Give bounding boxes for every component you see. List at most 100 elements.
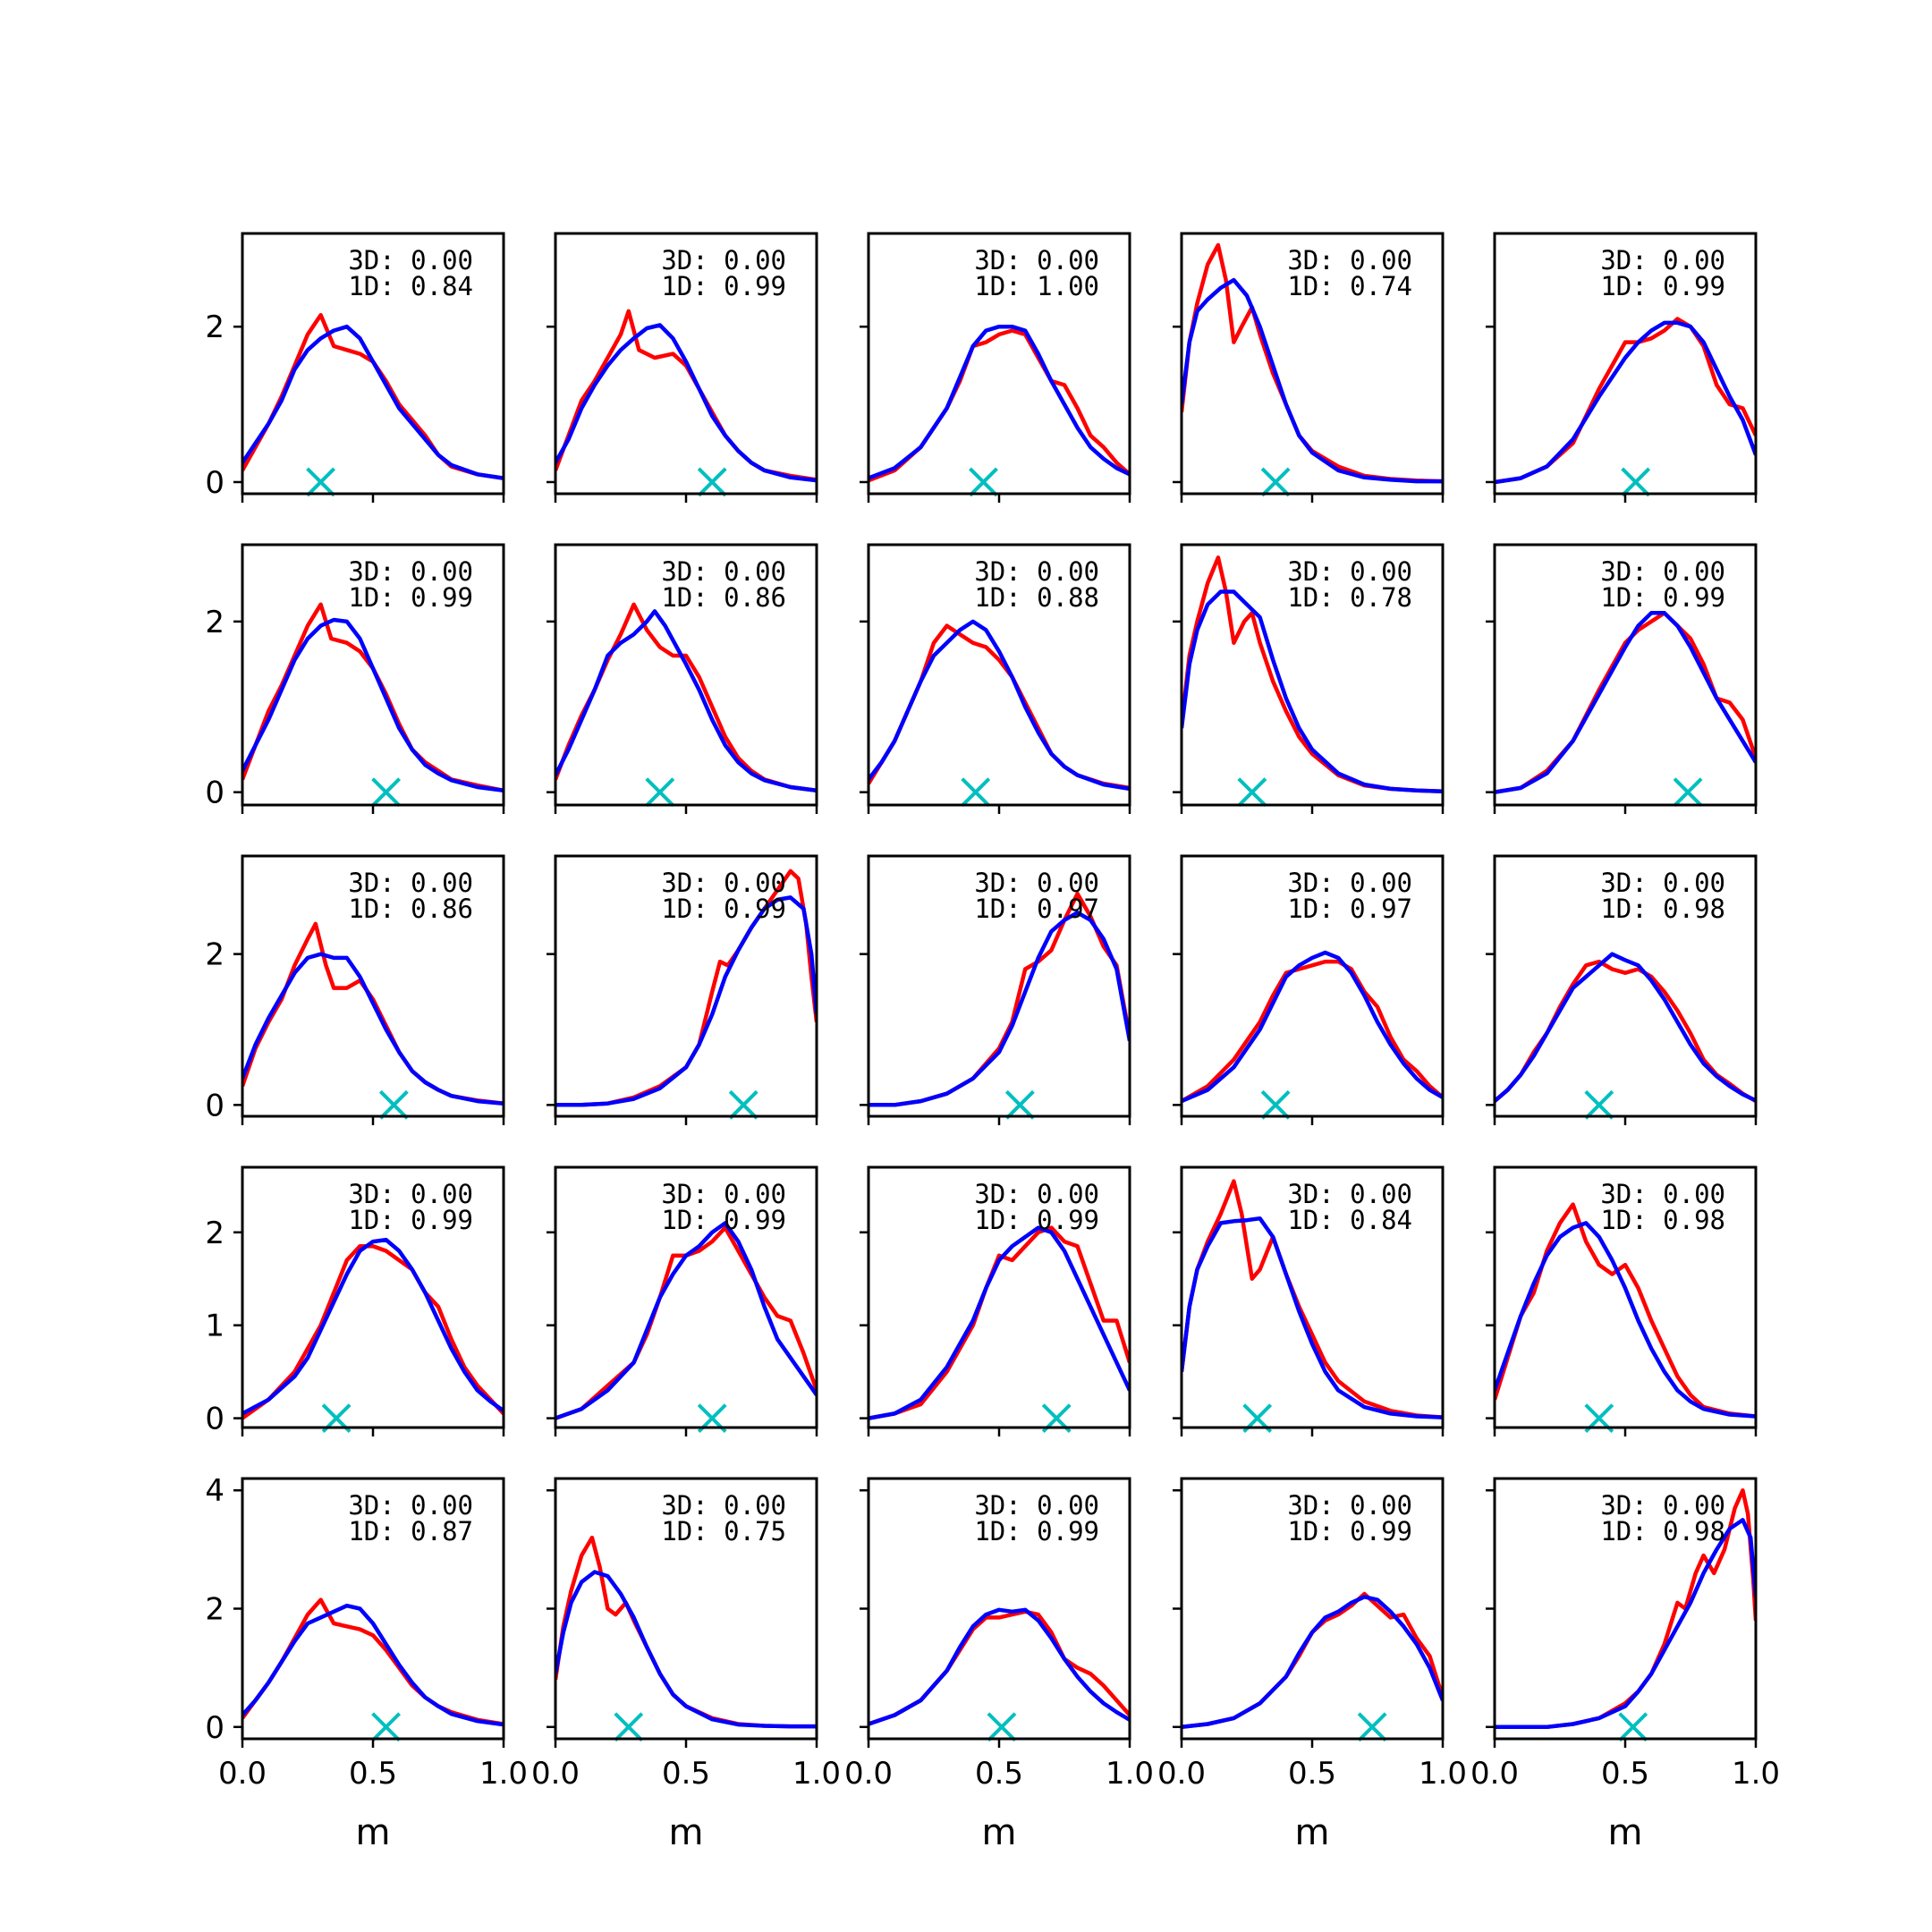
panel-annotation: 3D: 0.00: [974, 868, 1099, 898]
blue-series-line: [555, 1570, 817, 1729]
blue-series-line: [1495, 952, 1756, 1103]
x-tick-label: 0.5: [1288, 1756, 1336, 1792]
blue-series-line: [555, 609, 817, 793]
x-tick-label: 0.0: [531, 1756, 580, 1792]
x-tick-label: 0.5: [975, 1756, 1023, 1792]
panel-annotation: 3D: 0.00: [1600, 556, 1725, 587]
y-tick-label: 1: [205, 1309, 225, 1344]
panel-annotation: 3D: 0.00: [348, 556, 473, 587]
cyan-x-marker: [987, 1712, 1017, 1742]
panel-annotation: 3D: 0.00: [348, 1179, 473, 1209]
panel-annotation: 1D: 0.99: [661, 1205, 786, 1235]
x-tick-label: 1.0: [792, 1756, 841, 1792]
panel-annotation: 1D: 0.99: [661, 894, 786, 924]
blue-series-line: [869, 1607, 1130, 1726]
y-tick-label: 2: [205, 1592, 225, 1628]
y-tick-label: 0: [205, 465, 225, 501]
panel-annotation: 1D: 0.99: [661, 271, 786, 301]
cyan-x-marker: [1260, 467, 1291, 497]
red-series-line: [1182, 959, 1443, 1104]
panel-annotation: 3D: 0.00: [661, 868, 786, 898]
x-axis-label: m: [1295, 1812, 1330, 1853]
y-tick-label: 2: [205, 605, 225, 640]
x-tick-label: 1.0: [479, 1756, 528, 1792]
cyan-x-marker: [1004, 1089, 1035, 1120]
cyan-x-marker: [614, 1712, 644, 1742]
blue-series-line: [242, 324, 504, 480]
cyan-x-marker: [371, 777, 402, 808]
y-tick-label: 0: [205, 1710, 225, 1746]
y-tick-label: 4: [205, 1473, 225, 1509]
x-axis-label: m: [1608, 1812, 1643, 1853]
blue-series-line: [869, 1225, 1130, 1420]
panel-annotation: 1D: 0.97: [974, 894, 1099, 924]
panel-annotation: 1D: 0.99: [348, 582, 473, 613]
y-tick-label: 2: [205, 309, 225, 345]
cyan-x-marker: [1618, 1712, 1648, 1742]
blue-series-line: [555, 1221, 817, 1420]
cyan-x-marker: [1621, 467, 1651, 497]
cyan-x-marker: [645, 777, 675, 808]
blue-series-line: [1495, 611, 1756, 794]
y-tick-label: 2: [205, 937, 225, 973]
x-tick-label: 1.0: [1106, 1756, 1154, 1792]
blue-series-line: [1182, 1595, 1443, 1730]
x-tick-label: 0.0: [844, 1756, 893, 1792]
panel-annotation: 3D: 0.00: [1287, 556, 1412, 587]
panel-annotation: 3D: 0.00: [1287, 1179, 1412, 1209]
x-tick-label: 1.0: [1732, 1756, 1780, 1792]
panel-annotation: 1D: 0.84: [348, 271, 473, 301]
panel-annotation: 3D: 0.00: [1287, 1490, 1412, 1521]
y-tick-label: 0: [205, 1088, 225, 1123]
panel-annotation: 1D: 0.75: [661, 1516, 786, 1546]
panel-annotation: 3D: 0.00: [348, 245, 473, 275]
panel-annotation: 3D: 0.00: [974, 1490, 1099, 1521]
x-tick-label: 0.0: [1470, 1756, 1519, 1792]
red-series-line: [1495, 1202, 1756, 1419]
cyan-x-marker: [961, 777, 991, 808]
panel-annotation: 1D: 0.98: [1600, 894, 1725, 924]
blue-series-line: [1495, 320, 1756, 485]
panel-annotation: 1D: 0.88: [974, 582, 1099, 613]
blue-series-line: [869, 324, 1130, 480]
blue-series-line: [869, 911, 1130, 1107]
panel-annotation: 1D: 0.84: [1287, 1205, 1412, 1235]
panel-annotation: 3D: 0.00: [661, 245, 786, 275]
panel-annotation: 3D: 0.00: [1600, 1490, 1725, 1521]
panel-annotation: 3D: 0.00: [974, 245, 1099, 275]
panel-annotation: 1D: 0.99: [348, 1205, 473, 1235]
x-tick-label: 0.0: [218, 1756, 267, 1792]
blue-series-line: [242, 1237, 504, 1416]
panel-annotation: 1D: 0.97: [1287, 894, 1412, 924]
blue-series-line: [869, 619, 1130, 792]
x-axis-label: m: [982, 1812, 1017, 1853]
panel-annotation: 1D: 0.99: [1287, 1516, 1412, 1546]
panel-annotation: 1D: 0.98: [1600, 1516, 1725, 1546]
panel-annotation: 3D: 0.00: [1287, 245, 1412, 275]
y-tick-label: 0: [205, 1402, 225, 1437]
blue-series-line: [242, 617, 504, 793]
cyan-x-marker: [697, 467, 727, 497]
panel-annotation: 1D: 0.86: [661, 582, 786, 613]
x-axis-label: m: [669, 1812, 704, 1853]
cyan-x-marker: [1237, 777, 1267, 808]
panel-annotation: 3D: 0.00: [974, 1179, 1099, 1209]
x-tick-label: 1.0: [1419, 1756, 1467, 1792]
